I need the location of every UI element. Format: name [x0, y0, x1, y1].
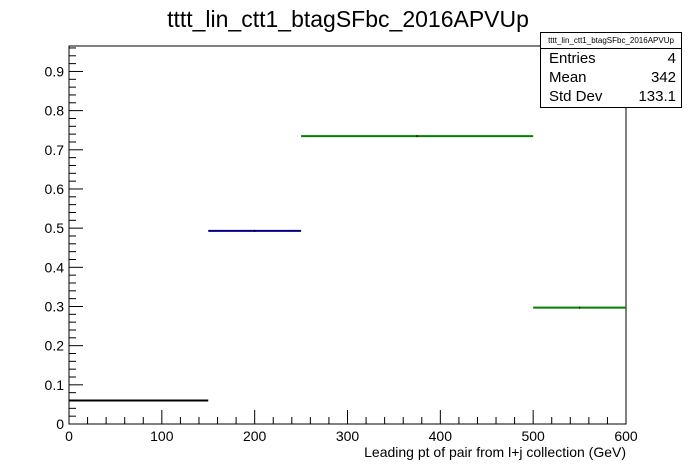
x-tick-label: 600	[614, 428, 638, 444]
x-tick-label: 500	[521, 428, 545, 444]
stats-label: Mean	[549, 69, 587, 86]
stats-value: 4	[667, 50, 676, 67]
stats-value: 342	[650, 69, 676, 86]
y-tick-label: 0.5	[45, 220, 65, 236]
y-tick-label: 0.3	[45, 298, 65, 314]
y-tick-label: 0	[56, 416, 64, 432]
stats-box: tttt_lin_ctt1_btagSFbc_2016APVUp Entries…	[540, 32, 682, 108]
x-tick-label: 400	[429, 428, 453, 444]
x-tick-label: 300	[336, 428, 360, 444]
stats-row-entries: Entries 4	[541, 49, 681, 68]
x-tick-label: 200	[243, 428, 267, 444]
chart-title: tttt_lin_ctt1_btagSFbc_2016APVUp	[167, 6, 529, 32]
x-tick-label: 0	[65, 428, 73, 444]
stats-label: Entries	[549, 50, 596, 67]
y-tick-label: 0.7	[45, 142, 65, 158]
y-tick-label: 0.9	[45, 63, 65, 79]
x-axis-label: Leading pt of pair from l+j collection (…	[364, 444, 626, 460]
y-tick-label: 0.8	[45, 103, 65, 119]
stats-row-stddev: Std Dev 133.1	[541, 87, 681, 106]
y-tick-label: 0.4	[45, 259, 65, 275]
x-tick-label: 100	[150, 428, 174, 444]
y-tick-label: 0.2	[45, 338, 65, 354]
y-tick-label: 0.1	[45, 377, 65, 393]
stats-box-title: tttt_lin_ctt1_btagSFbc_2016APVUp	[541, 33, 681, 49]
y-tick-label: 0.6	[45, 181, 65, 197]
stats-row-mean: Mean 342	[541, 68, 681, 87]
stats-value: 133.1	[638, 88, 676, 105]
stats-label: Std Dev	[549, 88, 603, 105]
